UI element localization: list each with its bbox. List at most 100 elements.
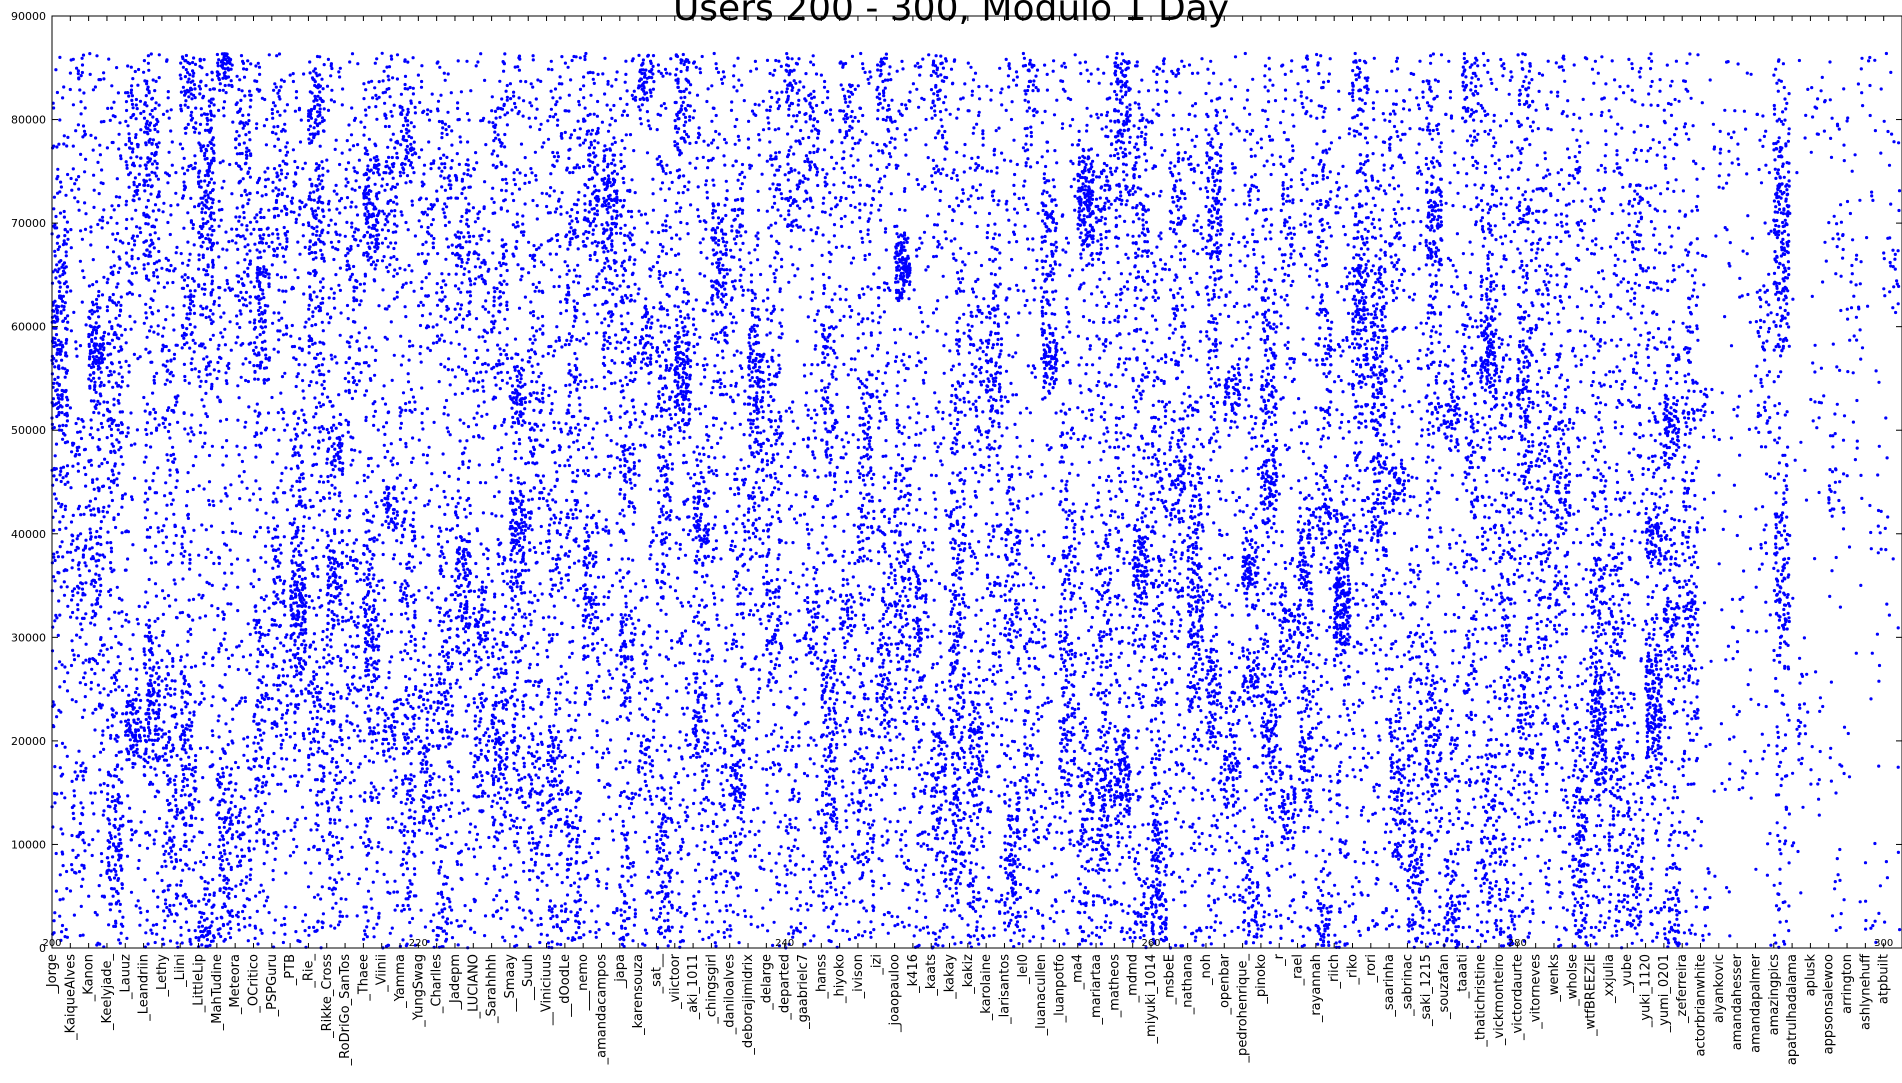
data-point: [127, 530, 130, 533]
data-point: [222, 775, 225, 778]
data-point: [100, 852, 103, 855]
data-point: [181, 147, 184, 150]
data-point: [170, 108, 173, 111]
data-point: [107, 869, 110, 872]
data-point: [155, 372, 158, 375]
data-point: [126, 167, 129, 170]
data-point: [202, 405, 205, 408]
data-point: [121, 494, 124, 497]
data-point: [174, 404, 177, 407]
data-point: [59, 259, 62, 262]
data-point: [210, 142, 213, 145]
data-point: [65, 474, 68, 477]
data-point: [79, 822, 82, 825]
data-point: [53, 619, 56, 622]
data-point: [74, 453, 77, 456]
data-point: [211, 878, 214, 881]
data-point: [119, 154, 122, 157]
data-point: [130, 91, 133, 94]
data-point: [217, 286, 220, 289]
data-point: [187, 78, 190, 81]
data-point: [148, 658, 151, 661]
data-point: [102, 276, 105, 279]
data-point: [167, 692, 170, 695]
data-point: [204, 431, 207, 434]
data-point: [229, 62, 232, 65]
data-point: [78, 209, 81, 212]
data-point: [268, 792, 271, 795]
data-point: [166, 360, 169, 363]
data-point: [108, 819, 111, 822]
data-point: [254, 736, 257, 739]
data-point: [77, 750, 80, 753]
data-point: [52, 529, 55, 532]
data-point: [146, 831, 149, 834]
data-point: [172, 513, 175, 516]
data-point: [93, 755, 96, 758]
data-point: [222, 106, 225, 109]
data-point: [258, 891, 261, 894]
data-point: [247, 939, 250, 942]
data-point: [228, 665, 231, 668]
data-point: [150, 239, 153, 242]
data-point: [66, 238, 69, 241]
data-point: [55, 478, 58, 481]
data-point: [188, 568, 191, 571]
data-point: [234, 885, 237, 888]
data-point: [96, 478, 99, 481]
data-point: [188, 711, 191, 714]
data-point: [206, 373, 209, 376]
data-point: [165, 688, 168, 691]
data-point: [226, 895, 229, 898]
data-point: [221, 463, 224, 466]
data-point: [193, 835, 196, 838]
data-point: [73, 914, 76, 917]
data-point: [225, 418, 228, 421]
data-point: [134, 728, 137, 731]
data-point: [131, 237, 134, 240]
data-point: [204, 288, 207, 291]
data-point: [106, 511, 109, 514]
data-point: [95, 391, 98, 394]
data-point: [127, 719, 130, 722]
data-point: [79, 229, 82, 232]
data-point: [231, 654, 234, 657]
data-point: [90, 583, 93, 586]
data-point: [171, 749, 174, 752]
data-point: [114, 238, 117, 241]
data-point: [219, 831, 222, 834]
data-point: [235, 914, 238, 917]
data-point: [211, 500, 214, 503]
data-point: [183, 833, 186, 836]
data-point: [224, 371, 227, 374]
data-point: [220, 916, 223, 919]
data-point: [94, 792, 97, 795]
data-point: [82, 91, 85, 94]
data-point: [243, 258, 246, 261]
data-point: [191, 80, 194, 83]
data-point: [103, 458, 106, 461]
data-point: [84, 770, 87, 773]
data-point: [106, 798, 109, 801]
data-point: [131, 762, 134, 765]
data-point: [222, 879, 225, 882]
data-point: [163, 831, 166, 834]
data-point: [230, 68, 233, 71]
data-point: [64, 505, 67, 508]
data-point: [264, 185, 267, 188]
data-point: [81, 774, 84, 777]
data-point: [234, 241, 237, 244]
data-point: [53, 468, 56, 471]
data-point: [156, 739, 159, 742]
data-point: [55, 263, 58, 266]
data-point: [149, 781, 152, 784]
data-point: [221, 335, 224, 338]
data-point: [70, 520, 73, 523]
data-point: [92, 365, 95, 368]
data-point: [145, 433, 148, 436]
data-point: [127, 620, 130, 623]
data-point: [131, 147, 134, 150]
data-point: [202, 204, 205, 207]
data-point: [58, 56, 61, 59]
data-point: [120, 882, 123, 885]
